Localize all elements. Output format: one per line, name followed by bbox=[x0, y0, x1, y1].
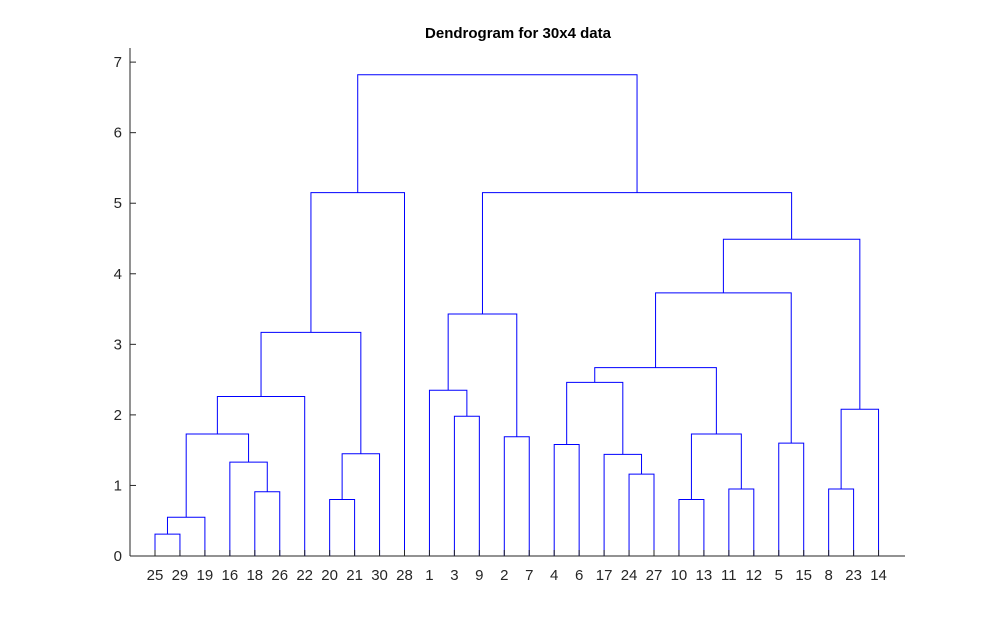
leaf-label: 21 bbox=[346, 567, 363, 584]
leaf-label: 8 bbox=[824, 567, 832, 584]
y-tick-label: 2 bbox=[114, 407, 122, 424]
dendrogram-link bbox=[722, 238, 861, 410]
y-tick-label: 1 bbox=[114, 477, 122, 494]
leaf-label: 27 bbox=[646, 567, 663, 584]
y-tick-label: 7 bbox=[114, 54, 122, 71]
leaf-label: 9 bbox=[475, 567, 483, 584]
dendrogram-link bbox=[453, 415, 480, 556]
dendrogram-link bbox=[185, 433, 250, 518]
dendrogram-link bbox=[728, 488, 755, 556]
leaf-label: 20 bbox=[321, 567, 338, 584]
leaf-label: 25 bbox=[147, 567, 164, 584]
leaf-label: 13 bbox=[696, 567, 713, 584]
dendrogram-link bbox=[260, 331, 362, 454]
x-axis-ticks: 25 29 19 16 18 26 22 20 21 30 28 1 3 9 2 7 4 6 17 24 27 10 13 1… bbox=[147, 550, 887, 584]
leaf-label: 14 bbox=[870, 567, 887, 584]
dendrogram-link bbox=[628, 473, 655, 556]
leaf-label: 28 bbox=[396, 567, 413, 584]
leaf-label: 24 bbox=[621, 567, 638, 584]
leaf-label: 18 bbox=[246, 567, 263, 584]
leaf-label: 15 bbox=[795, 567, 812, 584]
leaf-label: 12 bbox=[745, 567, 762, 584]
leaf-label: 30 bbox=[371, 567, 388, 584]
dendrogram-link bbox=[678, 499, 705, 556]
leaf-label: 11 bbox=[721, 567, 737, 584]
chart-title: Dendrogram for 30x4 data bbox=[425, 25, 612, 42]
dendrogram-link bbox=[778, 442, 805, 556]
dendrogram-link bbox=[594, 367, 717, 434]
leaf-label: 29 bbox=[172, 567, 189, 584]
leaf-label: 7 bbox=[525, 567, 533, 584]
dendrogram-link bbox=[828, 488, 855, 556]
leaf-label: 3 bbox=[450, 567, 458, 584]
dendrogram-link bbox=[254, 491, 281, 556]
y-axis-ticks: 0 1 2 3 4 5 6 7 bbox=[114, 54, 136, 565]
dendrogram-link bbox=[229, 461, 268, 556]
y-tick-label: 4 bbox=[114, 266, 122, 283]
y-tick-label: 0 bbox=[114, 548, 122, 565]
dendrogram-link bbox=[566, 381, 624, 455]
dendrogram-link bbox=[503, 436, 530, 556]
leaf-label: 5 bbox=[775, 567, 783, 584]
leaf-label: 23 bbox=[845, 567, 862, 584]
dendrogram-link bbox=[603, 453, 643, 556]
y-tick-label: 5 bbox=[114, 195, 122, 212]
leaf-label: 2 bbox=[500, 567, 508, 584]
y-tick-label: 3 bbox=[114, 336, 122, 353]
leaf-label: 4 bbox=[550, 567, 558, 584]
leaf-label: 16 bbox=[222, 567, 239, 584]
dendrogram-link bbox=[216, 396, 306, 556]
dendrogram-link bbox=[690, 433, 742, 500]
leaf-label: 22 bbox=[296, 567, 313, 584]
leaf-label: 6 bbox=[575, 567, 583, 584]
dendrogram-link bbox=[553, 444, 580, 556]
dendrogram-link bbox=[357, 74, 638, 193]
dendrogram-link bbox=[166, 516, 206, 556]
leaf-label: 1 bbox=[425, 567, 433, 584]
leaf-label: 17 bbox=[596, 567, 613, 584]
dendrogram-link bbox=[481, 192, 793, 314]
dendrogram-link bbox=[447, 313, 518, 437]
leaf-label: 19 bbox=[197, 567, 214, 584]
dendrogram-link bbox=[655, 292, 792, 444]
leaf-label: 10 bbox=[671, 567, 688, 584]
dendrogram-link bbox=[154, 533, 181, 556]
dendrogram-link bbox=[840, 408, 880, 556]
axes bbox=[129, 48, 905, 557]
dendrogram-link bbox=[310, 192, 405, 556]
leaf-label: 26 bbox=[271, 567, 288, 584]
dendrogram-link bbox=[428, 389, 468, 556]
y-tick-label: 6 bbox=[114, 125, 122, 142]
dendrogram-links bbox=[154, 74, 880, 556]
dendrogram-link bbox=[329, 499, 356, 556]
dendrogram-link bbox=[341, 453, 381, 556]
